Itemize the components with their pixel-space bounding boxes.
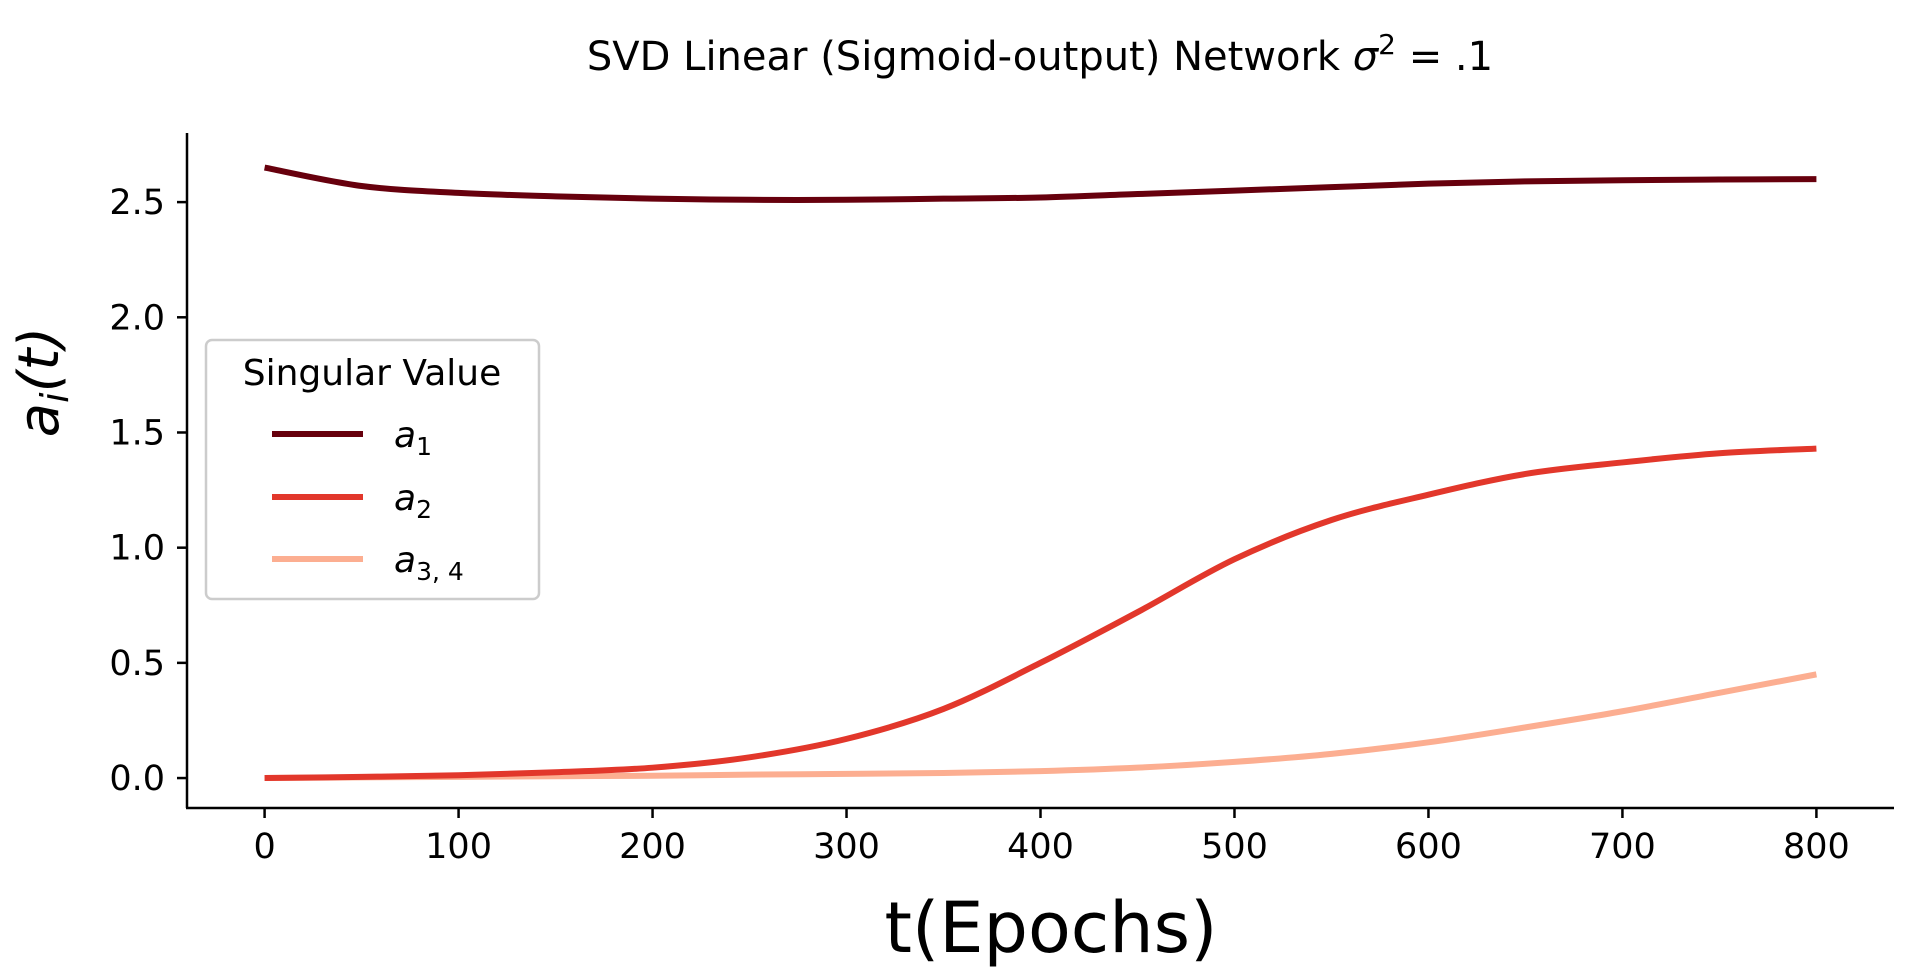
y-tick-label: 2.5 — [109, 183, 165, 223]
x-tick-label: 800 — [1783, 827, 1850, 867]
series-layer — [264, 164, 1817, 782]
legend-label-a2: a2 — [394, 478, 432, 524]
legend-title: Singular Value — [243, 353, 502, 394]
x-tick-label: 100 — [425, 827, 492, 867]
x-tick-label: 500 — [1201, 827, 1268, 867]
y-tick-label: 1.0 — [109, 529, 165, 569]
y-tick-label: 0.0 — [109, 759, 165, 799]
x-tick-label: 700 — [1589, 827, 1656, 867]
x-tick-label: 600 — [1395, 827, 1462, 867]
y-tick-label: 0.5 — [109, 644, 165, 684]
series-line-a2 — [264, 445, 1817, 782]
legend-label-a1: a1 — [394, 415, 432, 461]
x-tick-label: 400 — [1007, 827, 1074, 867]
x-tick-label: 300 — [813, 827, 880, 867]
legend-label-a34: a3, 4 — [394, 540, 464, 586]
x-tick-label: 0 — [253, 827, 275, 867]
legend-frame — [204, 338, 541, 601]
x-axis-label: t(Epochs) — [885, 887, 1218, 969]
y-tick-label: 2.0 — [109, 298, 165, 338]
ticks-layer: 0 100 200 300 400 500 600 700 800 0.0 0.5 1.0 1.5 2.0… — [109, 183, 1849, 867]
y-axis-label: ai(t) — [7, 327, 77, 438]
series-line-a1 — [264, 164, 1817, 203]
x-tick-label: 200 — [619, 827, 686, 867]
y-tick-label: 1.5 — [109, 413, 165, 453]
legend: Singular Value a1 a2 a3, 4 — [204, 338, 541, 601]
chart-title: SVD Linear (Sigmoid-output) Network σ2 =… — [587, 28, 1493, 80]
series-line-a34 — [264, 671, 1817, 782]
